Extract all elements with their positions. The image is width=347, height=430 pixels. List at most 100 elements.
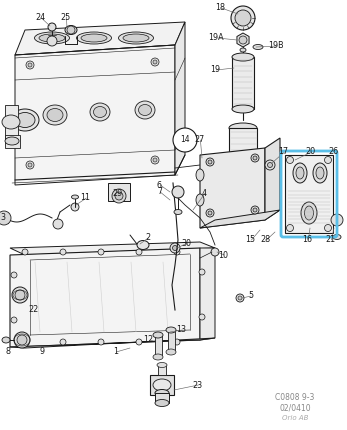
- Ellipse shape: [118, 32, 153, 44]
- Ellipse shape: [333, 234, 341, 240]
- Text: 16: 16: [302, 236, 312, 245]
- Ellipse shape: [196, 194, 204, 206]
- Ellipse shape: [135, 101, 155, 119]
- Circle shape: [208, 211, 212, 215]
- Circle shape: [28, 63, 32, 67]
- Circle shape: [0, 211, 11, 225]
- Text: 28: 28: [260, 236, 270, 245]
- Circle shape: [151, 156, 159, 164]
- Text: C0808 9-3: C0808 9-3: [275, 393, 315, 402]
- Circle shape: [253, 208, 257, 212]
- Circle shape: [265, 160, 275, 170]
- Text: 2: 2: [145, 233, 150, 243]
- Text: 12: 12: [143, 335, 153, 344]
- Ellipse shape: [229, 165, 257, 175]
- Circle shape: [238, 296, 242, 300]
- Circle shape: [60, 339, 66, 345]
- Circle shape: [11, 317, 17, 323]
- Circle shape: [67, 26, 75, 34]
- Ellipse shape: [39, 34, 65, 42]
- Circle shape: [22, 249, 28, 255]
- Circle shape: [287, 224, 294, 231]
- Ellipse shape: [316, 167, 324, 179]
- Polygon shape: [265, 138, 280, 220]
- Text: 30: 30: [181, 239, 191, 248]
- Bar: [108, 183, 130, 201]
- Text: 18: 18: [215, 3, 225, 12]
- Circle shape: [60, 249, 66, 255]
- Circle shape: [331, 214, 343, 226]
- Circle shape: [170, 243, 180, 253]
- Circle shape: [173, 128, 197, 152]
- Polygon shape: [10, 338, 215, 348]
- Circle shape: [136, 249, 142, 255]
- Circle shape: [12, 287, 28, 303]
- Ellipse shape: [296, 167, 304, 179]
- Circle shape: [17, 335, 27, 345]
- Ellipse shape: [43, 105, 67, 125]
- Circle shape: [153, 60, 157, 64]
- Polygon shape: [10, 242, 215, 255]
- Ellipse shape: [301, 202, 317, 224]
- Ellipse shape: [123, 34, 149, 42]
- Bar: [229, 128, 257, 170]
- Circle shape: [14, 332, 30, 348]
- Circle shape: [231, 6, 255, 30]
- Bar: [285, 155, 333, 233]
- Circle shape: [48, 23, 56, 31]
- Ellipse shape: [153, 332, 163, 338]
- Polygon shape: [175, 22, 185, 175]
- Text: Orio AB: Orio AB: [282, 415, 308, 421]
- Text: 7: 7: [157, 187, 162, 197]
- Bar: [232, 57, 254, 109]
- Circle shape: [172, 246, 178, 251]
- Ellipse shape: [71, 195, 78, 199]
- Polygon shape: [10, 248, 200, 347]
- Polygon shape: [237, 33, 249, 47]
- Text: 23: 23: [192, 381, 202, 390]
- Circle shape: [26, 61, 34, 69]
- Ellipse shape: [93, 107, 107, 117]
- Bar: [168, 330, 175, 352]
- Circle shape: [53, 219, 63, 229]
- Polygon shape: [200, 148, 265, 228]
- Circle shape: [251, 154, 259, 162]
- Circle shape: [253, 156, 257, 160]
- Circle shape: [22, 339, 28, 345]
- Circle shape: [239, 36, 247, 44]
- Circle shape: [208, 160, 212, 164]
- Ellipse shape: [313, 163, 327, 183]
- Ellipse shape: [76, 32, 111, 44]
- Ellipse shape: [137, 240, 149, 249]
- Text: 02/0410: 02/0410: [279, 403, 311, 412]
- Ellipse shape: [293, 163, 307, 183]
- Text: 9: 9: [40, 347, 45, 356]
- Ellipse shape: [253, 44, 263, 49]
- Circle shape: [324, 157, 331, 163]
- Text: 13: 13: [176, 326, 186, 335]
- Text: 5: 5: [248, 292, 253, 301]
- Text: 10: 10: [218, 251, 228, 259]
- Polygon shape: [15, 45, 175, 185]
- Ellipse shape: [153, 354, 163, 360]
- Ellipse shape: [153, 379, 171, 391]
- Ellipse shape: [232, 53, 254, 61]
- Ellipse shape: [11, 109, 39, 131]
- Circle shape: [172, 186, 184, 198]
- Text: 26: 26: [328, 147, 338, 157]
- Polygon shape: [200, 248, 215, 340]
- Text: 4: 4: [202, 188, 207, 197]
- Circle shape: [235, 10, 251, 26]
- Circle shape: [287, 157, 294, 163]
- Text: 8: 8: [6, 347, 11, 356]
- Circle shape: [15, 290, 25, 300]
- Circle shape: [151, 58, 159, 66]
- Circle shape: [28, 163, 32, 167]
- Text: 20: 20: [305, 147, 315, 157]
- Circle shape: [112, 189, 126, 203]
- Circle shape: [174, 339, 180, 345]
- Bar: [158, 365, 166, 375]
- Ellipse shape: [2, 337, 10, 343]
- Circle shape: [211, 248, 219, 256]
- Circle shape: [324, 224, 331, 231]
